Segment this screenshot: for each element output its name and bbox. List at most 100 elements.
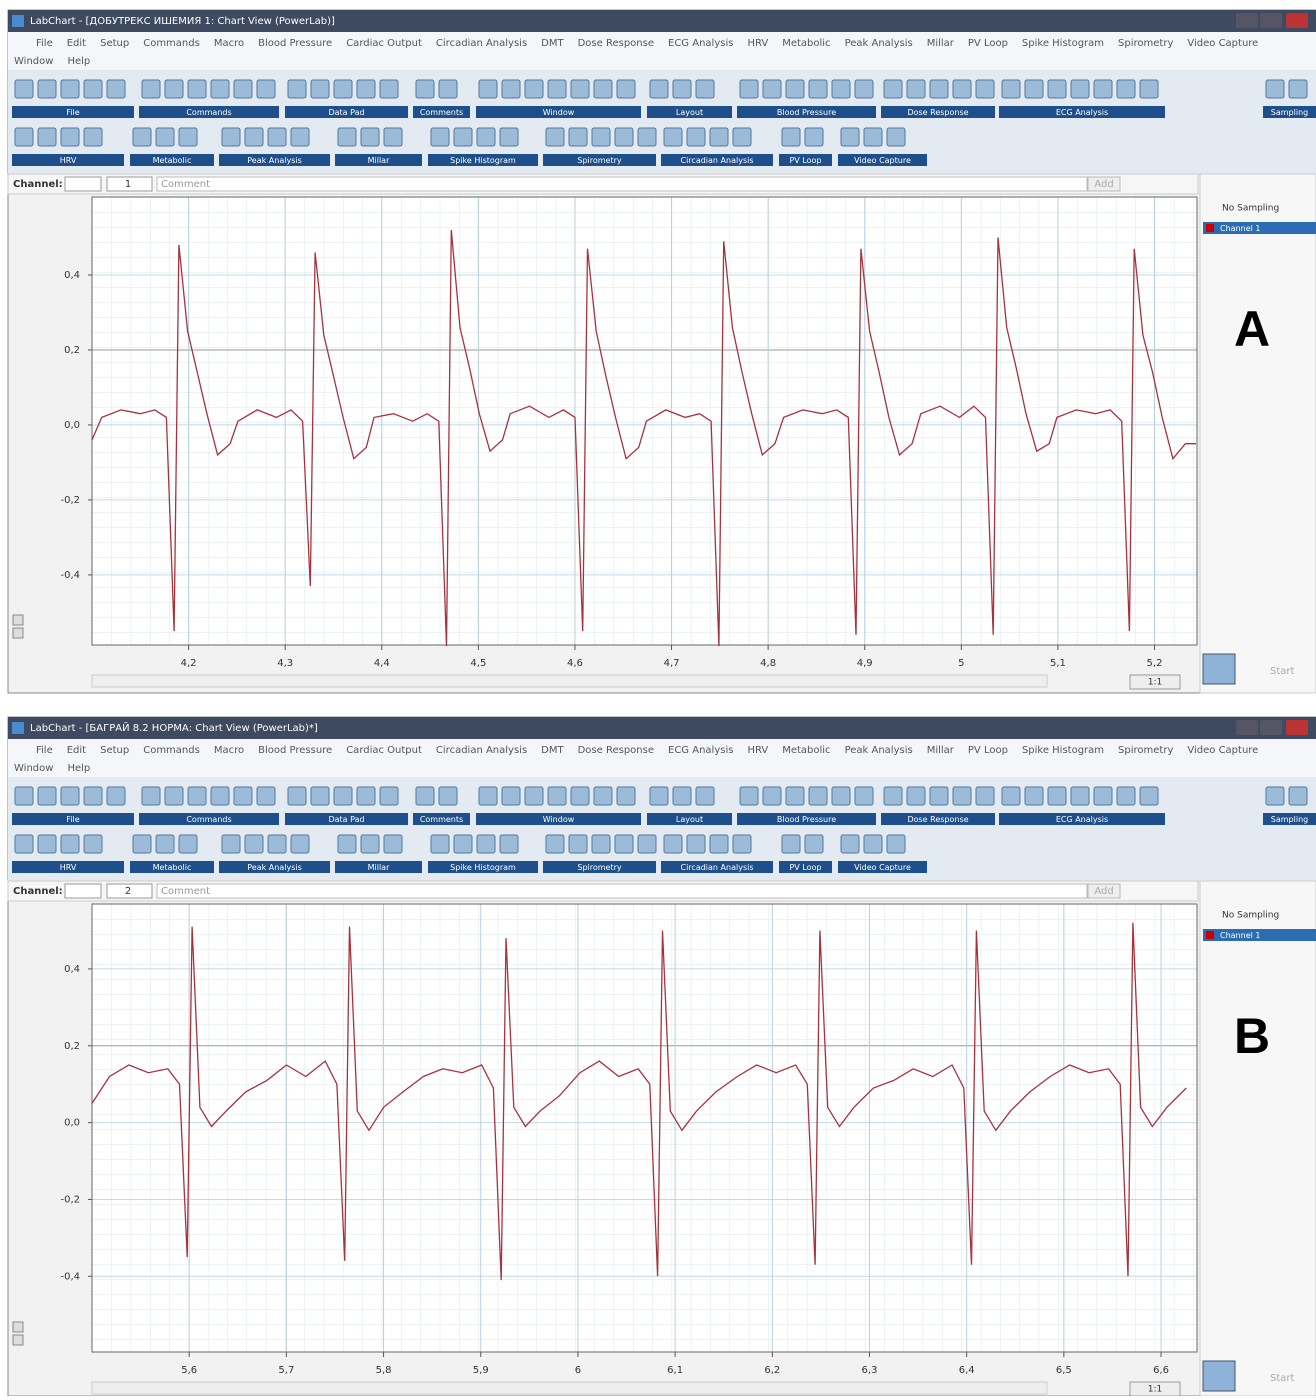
toolbar-icon[interactable] (383, 834, 403, 854)
toolbar-icon[interactable] (808, 786, 828, 806)
window-button[interactable] (1260, 13, 1282, 28)
menu-item[interactable]: Peak Analysis (845, 745, 913, 756)
zoom-plus[interactable] (12, 614, 24, 626)
toolbar-icon[interactable] (337, 834, 357, 854)
sampling-icon[interactable] (1202, 653, 1236, 685)
zoom-minus[interactable] (12, 1334, 24, 1346)
toolbar-icon[interactable] (1265, 786, 1285, 806)
toolbar-icon[interactable] (762, 786, 782, 806)
toolbar-icon[interactable] (476, 127, 496, 147)
toolbar-icon[interactable] (310, 79, 330, 99)
toolbar-icon[interactable] (164, 786, 184, 806)
menu-item[interactable]: Metabolic (782, 38, 830, 49)
toolbar-icon[interactable] (663, 127, 683, 147)
toolbar-icon[interactable] (178, 127, 198, 147)
toolbar-icon[interactable] (781, 127, 801, 147)
toolbar-icon[interactable] (337, 127, 357, 147)
toolbar-icon[interactable] (591, 127, 611, 147)
menu-item[interactable]: Spirometry (1118, 38, 1173, 49)
menu-item[interactable]: Video Capture (1187, 745, 1258, 756)
toolbar-icon[interactable] (60, 786, 80, 806)
toolbar-icon[interactable] (929, 79, 949, 99)
menu-item[interactable]: Edit (67, 38, 86, 49)
toolbar-icon[interactable] (545, 834, 565, 854)
toolbar-icon[interactable] (141, 786, 161, 806)
toolbar-icon[interactable] (854, 79, 874, 99)
toolbar-icon[interactable] (1139, 79, 1159, 99)
toolbar-icon[interactable] (430, 127, 450, 147)
toolbar-icon[interactable] (570, 786, 590, 806)
toolbar-icon[interactable] (438, 79, 458, 99)
toolbar-icon[interactable] (14, 127, 34, 147)
toolbar-icon[interactable] (686, 127, 706, 147)
toolbar-icon[interactable] (1093, 786, 1113, 806)
toolbar-icon[interactable] (141, 79, 161, 99)
toolbar-icon[interactable] (591, 834, 611, 854)
window-button[interactable] (1260, 720, 1282, 735)
toolbar-icon[interactable] (545, 127, 565, 147)
toolbar-icon[interactable] (83, 127, 103, 147)
toolbar-icon[interactable] (1024, 79, 1044, 99)
toolbar-icon[interactable] (83, 79, 103, 99)
toolbar-icon[interactable] (637, 127, 657, 147)
menu-item[interactable]: Dose Response (578, 38, 654, 49)
toolbar-icon[interactable] (256, 786, 276, 806)
menu-item[interactable]: Commands (143, 745, 200, 756)
menu-item[interactable]: Millar (927, 38, 955, 49)
toolbar-icon[interactable] (831, 79, 851, 99)
toolbar-icon[interactable] (360, 834, 380, 854)
menu-item[interactable]: Millar (927, 745, 955, 756)
toolbar-icon[interactable] (267, 127, 287, 147)
toolbar-icon[interactable] (476, 834, 496, 854)
menu-item[interactable]: Cardiac Output (346, 38, 422, 49)
toolbar-icon[interactable] (290, 127, 310, 147)
toolbar-icon[interactable] (616, 79, 636, 99)
toolbar-icon[interactable] (616, 786, 636, 806)
menu-item[interactable]: Video Capture (1187, 38, 1258, 49)
toolbar-icon[interactable] (287, 79, 307, 99)
toolbar-icon[interactable] (83, 786, 103, 806)
toolbar-icon[interactable] (547, 786, 567, 806)
toolbar-icon[interactable] (739, 786, 759, 806)
toolbar-icon[interactable] (430, 834, 450, 854)
toolbar-icon[interactable] (804, 834, 824, 854)
menu-item[interactable]: File (36, 38, 53, 49)
toolbar-icon[interactable] (244, 834, 264, 854)
zoom-plus[interactable] (12, 1321, 24, 1333)
toolbar-icon[interactable] (106, 786, 126, 806)
toolbar-icon[interactable] (1070, 79, 1090, 99)
toolbar-icon[interactable] (762, 79, 782, 99)
toolbar-icon[interactable] (256, 79, 276, 99)
toolbar-icon[interactable] (1116, 79, 1136, 99)
toolbar-icon[interactable] (781, 834, 801, 854)
toolbar-icon[interactable] (637, 834, 657, 854)
menu-item[interactable]: Circadian Analysis (436, 38, 527, 49)
toolbar-icon[interactable] (453, 834, 473, 854)
toolbar-icon[interactable] (244, 127, 264, 147)
toolbar-icon[interactable] (1288, 786, 1308, 806)
toolbar-icon[interactable] (290, 834, 310, 854)
toolbar-icon[interactable] (14, 79, 34, 99)
toolbar-icon[interactable] (155, 127, 175, 147)
toolbar-icon[interactable] (906, 79, 926, 99)
toolbar-icon[interactable] (14, 786, 34, 806)
toolbar-icon[interactable] (886, 834, 906, 854)
channel-select[interactable] (64, 883, 102, 899)
channel-row[interactable] (1203, 222, 1316, 234)
toolbar-icon[interactable] (672, 79, 692, 99)
menu-item[interactable]: HRV (747, 38, 768, 49)
toolbar-icon[interactable] (210, 786, 230, 806)
toolbar-icon[interactable] (233, 79, 253, 99)
menu-item[interactable]: Metabolic (782, 745, 830, 756)
toolbar-icon[interactable] (37, 834, 57, 854)
toolbar-icon[interactable] (614, 834, 634, 854)
toolbar-icon[interactable] (499, 127, 519, 147)
toolbar-icon[interactable] (1116, 786, 1136, 806)
toolbar-icon[interactable] (831, 786, 851, 806)
toolbar-icon[interactable] (210, 79, 230, 99)
toolbar-icon[interactable] (1265, 79, 1285, 99)
zoom-box[interactable] (1129, 674, 1181, 690)
toolbar-icon[interactable] (593, 79, 613, 99)
channel-select[interactable] (64, 176, 102, 192)
toolbar-icon[interactable] (524, 786, 544, 806)
